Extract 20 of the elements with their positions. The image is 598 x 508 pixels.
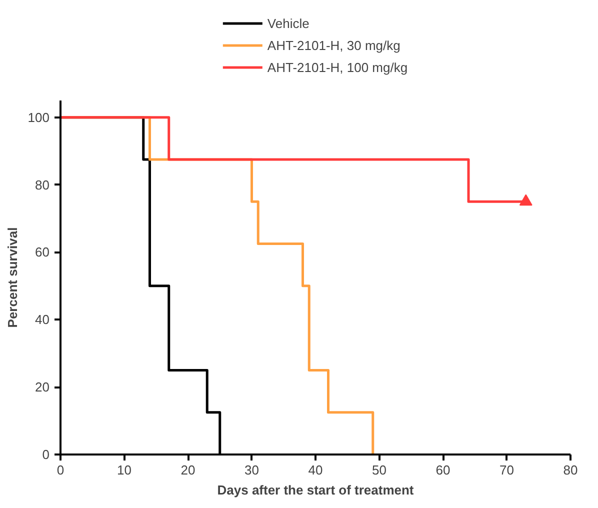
legend-label: Vehicle (267, 15, 310, 31)
x-axis-title: Days after the start of treatment (217, 482, 414, 498)
x-tick-label: 20 (180, 462, 196, 478)
x-tick-label: 40 (308, 462, 323, 478)
y-tick-label: 40 (35, 312, 50, 328)
y-tick-label: 100 (28, 110, 50, 125)
y-tick-label: 20 (35, 380, 50, 395)
y-axis-title: Percent survival (4, 227, 20, 328)
y-tick-label: 0 (42, 447, 50, 462)
x-tick-label: 80 (563, 462, 578, 478)
y-tick-label: 80 (35, 177, 50, 192)
legend-label: AHT-2101-H, 30 mg/kg (267, 37, 400, 53)
x-tick-label: 10 (117, 462, 132, 478)
x-tick-label: 50 (372, 462, 386, 478)
x-tick-label: 0 (56, 462, 64, 478)
y-tick-label: 60 (35, 244, 50, 260)
legend-label: AHT-2101-H, 100 mg/kg (267, 59, 408, 75)
x-tick-label: 60 (436, 462, 450, 478)
x-tick-label: 70 (500, 462, 514, 478)
x-tick-label: 30 (244, 462, 259, 478)
